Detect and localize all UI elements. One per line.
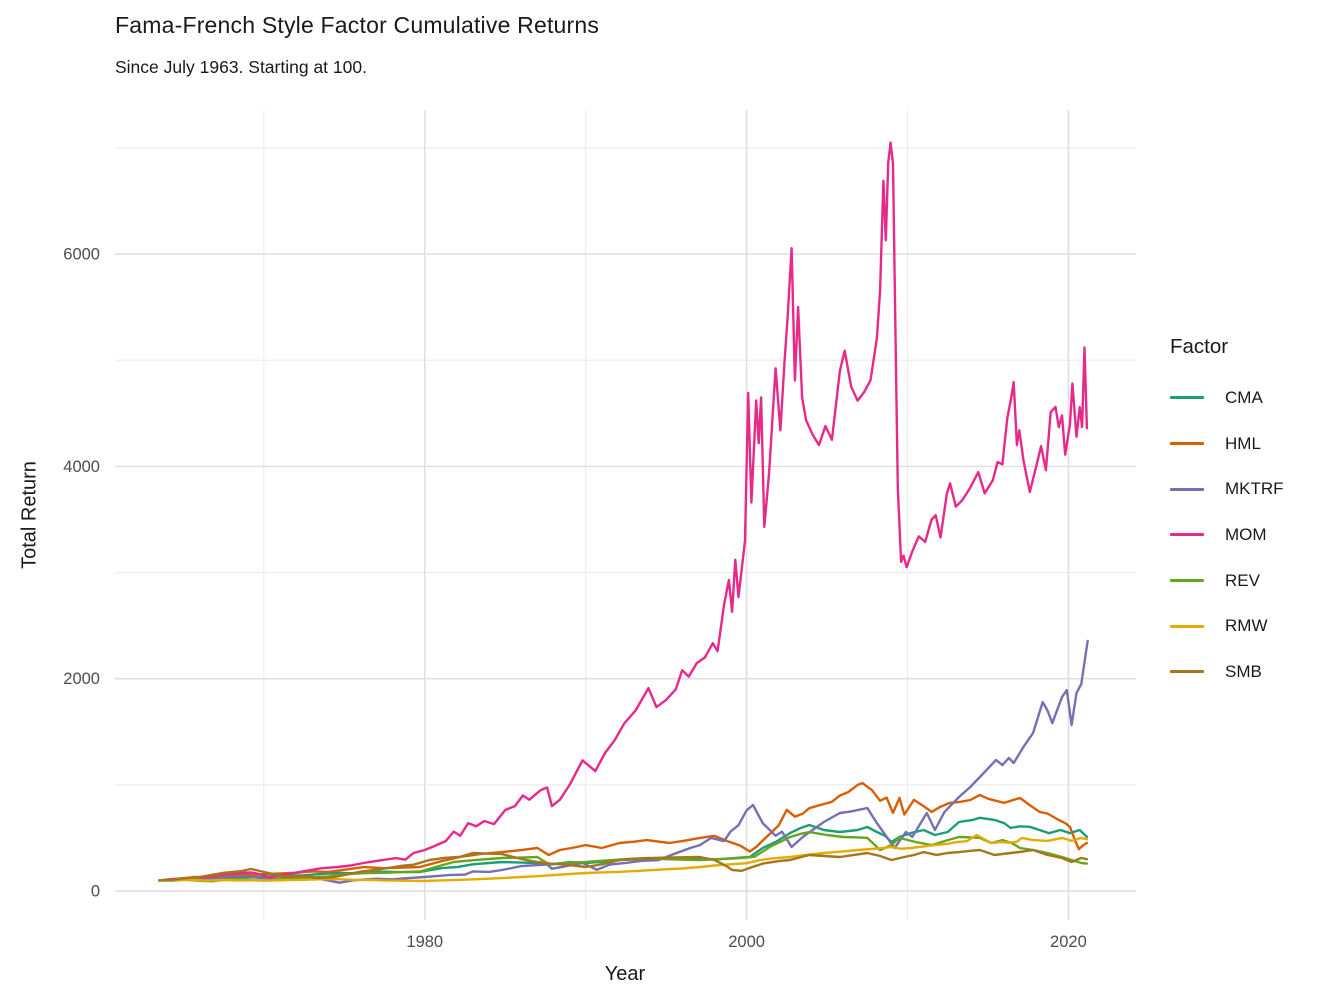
y-tick-label-2000: 2000: [63, 670, 100, 688]
legend-item-RMW: RMW: [1170, 603, 1284, 649]
x-axis-title: Year: [604, 963, 646, 985]
legend-item-REV: REV: [1170, 558, 1284, 604]
legend-key-line-MOM: [1170, 533, 1204, 537]
legend-key-line-REV: [1170, 579, 1204, 583]
y-tick-label-4000: 4000: [63, 458, 100, 476]
legend-label-HML: HML: [1225, 433, 1261, 453]
y-axis-tick-labels: 0 2000 4000 6000: [63, 246, 100, 901]
legend-label-MOM: MOM: [1225, 524, 1267, 544]
series-line-SMB: [158, 848, 1089, 882]
x-tick-label-2020: 2020: [1050, 933, 1087, 951]
legend-key-line-MKTRF: [1170, 487, 1204, 491]
x-tick-label-1980: 1980: [406, 933, 443, 951]
legend-key-line-CMA: [1170, 396, 1204, 400]
x-axis-tick-labels: 1980 2000 2020: [406, 933, 1086, 951]
legend-label-CMA: CMA: [1225, 387, 1263, 407]
y-tick-label-0: 0: [91, 883, 100, 901]
legend-item-MKTRF: MKTRF: [1170, 466, 1284, 512]
chart-title: Fama-French Style Factor Cumulative Retu…: [115, 12, 600, 38]
y-tick-label-6000: 6000: [63, 246, 100, 264]
legend-item-MOM: MOM: [1170, 512, 1284, 558]
series-line-MOM: [158, 141, 1089, 882]
legend-key-line-RMW: [1170, 624, 1204, 628]
legend-title: Factor: [1170, 335, 1229, 358]
x-tick-label-2000: 2000: [728, 933, 765, 951]
series-line-REV: [158, 830, 1089, 883]
y-axis-title: Total Return: [18, 461, 41, 569]
legend-label-RMW: RMW: [1225, 616, 1268, 636]
legend-key-line-SMB: [1170, 670, 1204, 674]
legend-label-MKTRF: MKTRF: [1225, 479, 1284, 499]
series-line-HML: [158, 781, 1089, 882]
series-lines: [158, 141, 1089, 884]
chart-subtitle: Since July 1963. Starting at 100.: [115, 57, 367, 77]
legend-label-REV: REV: [1225, 570, 1260, 590]
legend-label-SMB: SMB: [1225, 661, 1262, 681]
legend-item-HML: HML: [1170, 421, 1284, 467]
legend-key-line-HML: [1170, 442, 1204, 446]
series-line-RMW: [158, 833, 1089, 883]
legend: Factor CMA HML MKTRF MOM REV RMW SMB: [1170, 333, 1284, 695]
legend-item-SMB: SMB: [1170, 649, 1284, 695]
legend-item-CMA: CMA: [1170, 375, 1284, 421]
series-line-MKTRF: [158, 639, 1089, 884]
minor-gridlines: [115, 110, 1136, 920]
legend-items: CMA HML MKTRF MOM REV RMW SMB: [1170, 375, 1284, 695]
major-gridlines: [115, 110, 1136, 920]
